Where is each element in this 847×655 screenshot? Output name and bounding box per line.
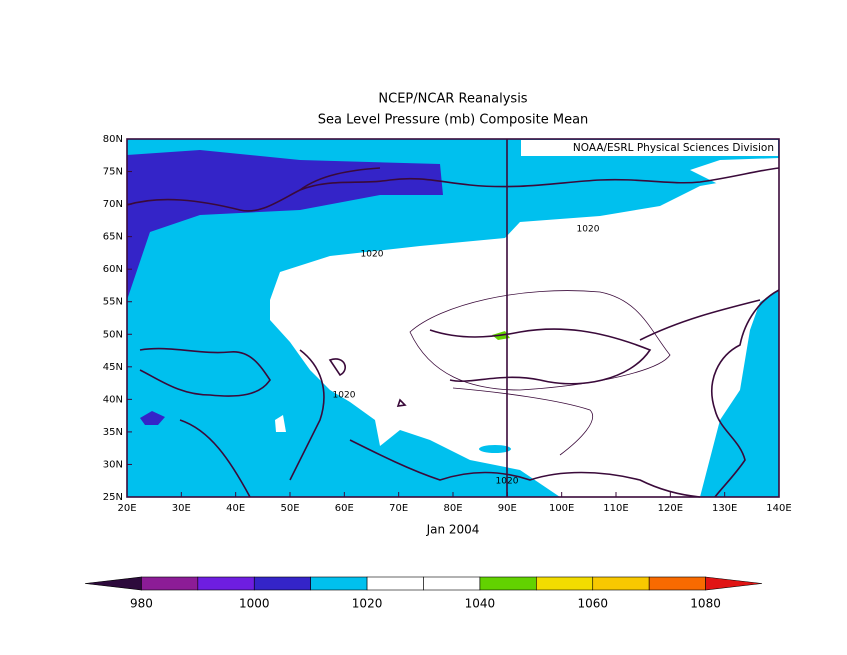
lon-tick-label: 50E [280, 503, 299, 514]
lon-tick-label: 110E [603, 503, 628, 514]
colorbar-segment [141, 576, 199, 591]
colorbar-end [84, 576, 142, 591]
contour-label: 1020 [577, 225, 600, 235]
lat-tick-label: 25N [103, 492, 123, 503]
lat-tick-label: 30N [103, 459, 123, 470]
coastline [179, 419, 251, 498]
lon-tick-label: 120E [658, 503, 683, 514]
lat-tick-label: 50N [103, 329, 123, 340]
lat-tick-label: 40N [103, 394, 123, 405]
contour-label: 1020 [361, 250, 384, 260]
colorbar-segment [310, 576, 368, 591]
lat-tick-label: 60N [103, 264, 123, 275]
map: NOAA/ESRL Physical Sciences Division 102… [126, 138, 780, 498]
lon-tick-label: 20E [117, 503, 136, 514]
colorbar-end [705, 576, 763, 591]
colorbar-segment [479, 576, 537, 591]
colorbar-label: 1060 [577, 597, 608, 611]
colorbar-label: 1040 [465, 597, 496, 611]
lat-tick-label: 35N [103, 427, 123, 438]
lat-tick-label: 75N [103, 167, 123, 178]
border [429, 328, 652, 385]
colorbar-label: 1020 [352, 597, 383, 611]
lon-tick-label: 90E [498, 503, 517, 514]
coastline [126, 167, 780, 212]
lake [328, 358, 407, 407]
coastline [711, 289, 780, 498]
colorbar-segment [253, 576, 311, 591]
colorbar: 980 1000 1020 1040 1060 1080 [84, 576, 763, 611]
coastline [139, 347, 271, 397]
lat-tick-label: 70N [103, 199, 123, 210]
lon-tick-label: 70E [389, 503, 408, 514]
high-pressure-spot [275, 415, 286, 432]
lon-tick-label: 60E [335, 503, 354, 514]
lat-tick-label: 55N [103, 297, 123, 308]
lon-tick-label: 40E [226, 503, 245, 514]
lat-tick-label: 45N [103, 362, 123, 373]
colorbar-label: 980 [130, 597, 153, 611]
colorbar-label: 1000 [239, 597, 270, 611]
title: NCEP/NCAR Reanalysis [378, 92, 527, 107]
lon-tick-label: 30E [172, 503, 191, 514]
contour-label: 1020 [333, 391, 356, 401]
colorbar-segment [648, 576, 706, 591]
lon-tick-label: 140E [766, 503, 791, 514]
lon-tick-label: 80E [443, 503, 462, 514]
colorbar-segment [366, 576, 424, 591]
lat-tick-label: 80N [103, 134, 123, 145]
credit-box [521, 140, 778, 156]
subtitle: Sea Level Pressure (mb) Composite Mean [318, 113, 589, 128]
colorbar-label: 1080 [690, 597, 721, 611]
credit: NOAA/ESRL Physical Sciences Division [573, 142, 774, 154]
low-pressure-region [127, 150, 443, 300]
lon-tick-label: 100E [549, 503, 574, 514]
coastline [299, 167, 381, 191]
coastline [289, 349, 325, 481]
colorbar-segment [423, 576, 481, 591]
colorbar-segment [536, 576, 594, 591]
contour [409, 290, 671, 391]
colorbar-segment [592, 576, 650, 591]
colorbar-segment [197, 576, 255, 591]
date-label: Jan 2004 [426, 523, 480, 537]
coastline [349, 439, 701, 498]
low-pressure-spot [479, 445, 511, 453]
contour [452, 387, 593, 456]
lat-tick-label: 65N [103, 232, 123, 243]
border [639, 299, 761, 341]
lon-tick-label: 130E [712, 503, 737, 514]
high-pressure-region [270, 172, 779, 497]
low-pressure-spot [140, 411, 165, 425]
contour-label: 1020 [496, 477, 519, 487]
